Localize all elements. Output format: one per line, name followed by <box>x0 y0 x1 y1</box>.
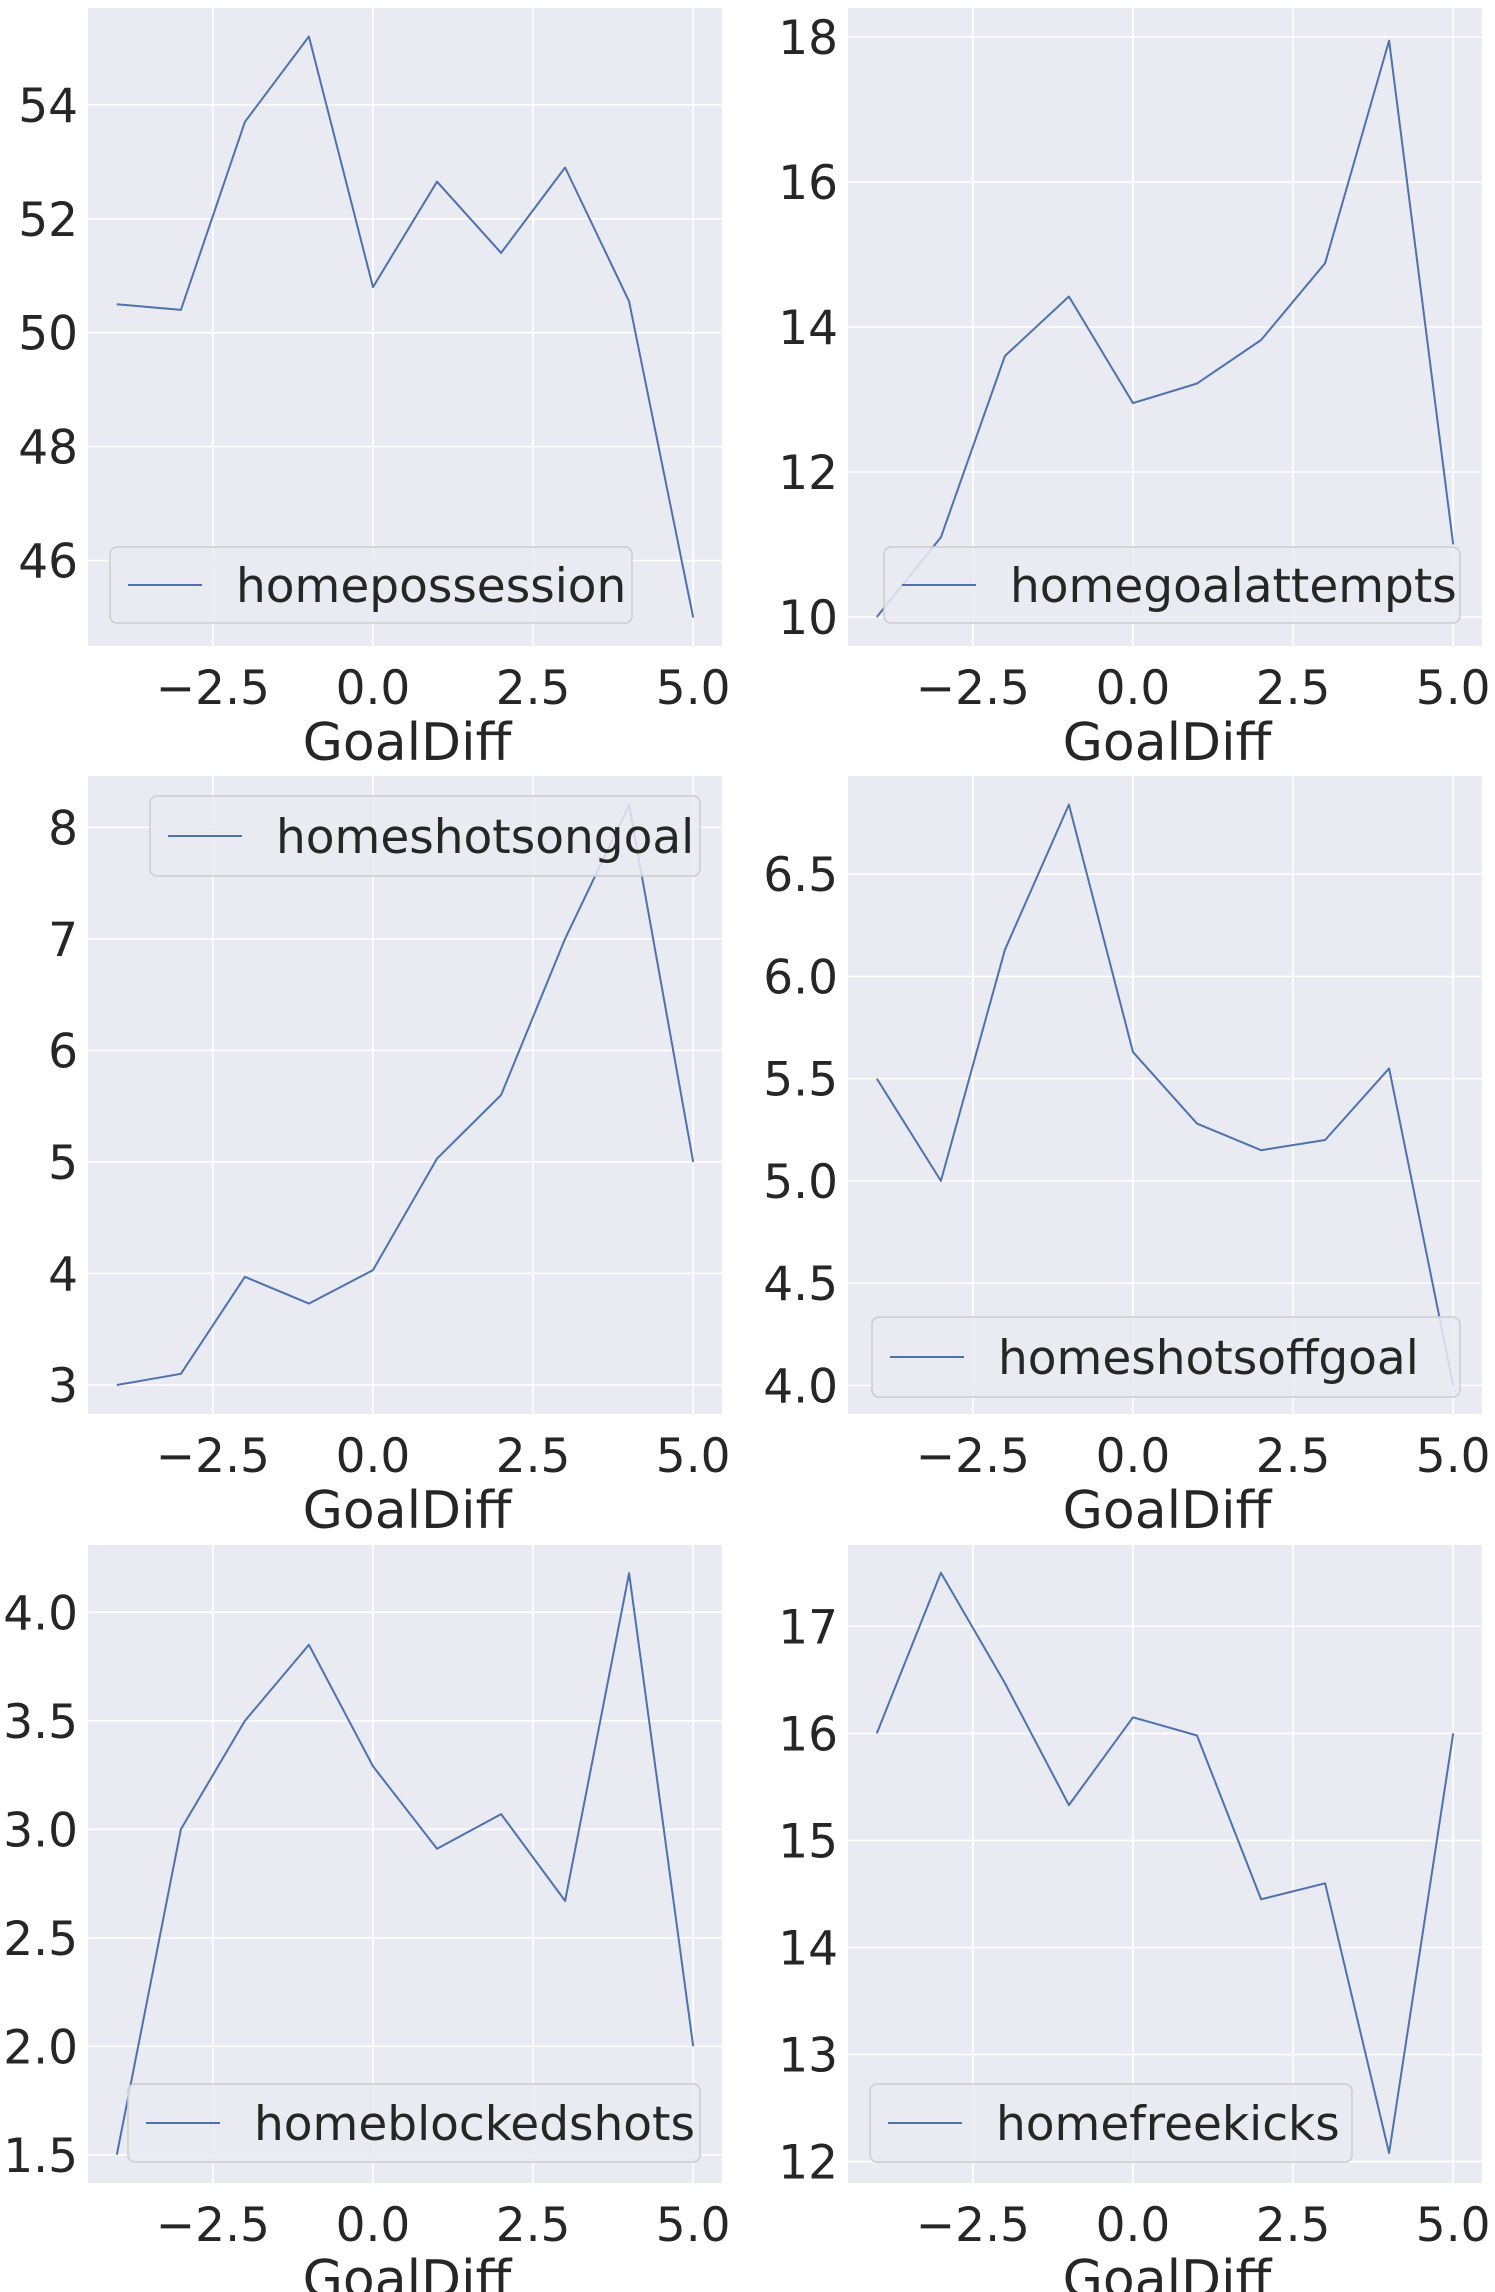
y-tick-label: 6.0 <box>763 950 838 1005</box>
y-tick-label: 3 <box>48 1359 78 1414</box>
series-line-homeblockedshots <box>115 1572 695 2155</box>
y-tick-label: 2.5 <box>3 1912 78 1967</box>
y-tick-label: 6 <box>48 1024 78 1079</box>
y-tick-label: 10 <box>778 591 838 646</box>
legend-label: homeshotsongoal <box>276 810 694 865</box>
plot-area <box>848 776 1482 1414</box>
x-tick-label: 5.0 <box>656 1429 731 1484</box>
y-tick-label: 14 <box>778 1921 838 1976</box>
legend: homeblockedshots <box>127 2083 701 2163</box>
x-tick-label: −2.5 <box>156 1429 270 1484</box>
chart-panel-4: −2.5 0.0 2.5 5.0 4.0 4.5 5.0 5.5 6.0 6.5 GoalDiff h… <box>763 776 1491 1541</box>
x-tick-label: 5.0 <box>1416 661 1491 716</box>
y-tick-label: 46 <box>18 535 78 590</box>
plot-area <box>88 8 722 646</box>
y-tick-label: 18 <box>778 11 838 66</box>
y-tick-label: 4.0 <box>763 1359 838 1414</box>
chart-panel-3: −2.5 0.0 2.5 5.0 3 4 5 6 7 8 GoalDiff homeshotsongo… <box>48 776 731 1541</box>
x-axis-label: GoalDiff <box>1063 2250 1273 2292</box>
chart-panel-1: −2.5 0.0 2.5 5.0 46 48 50 52 54 GoalDiff homeposse… <box>18 8 731 773</box>
y-tick-label: 12 <box>778 446 838 501</box>
x-tick-label: −2.5 <box>916 2198 1030 2253</box>
y-tick-label: 5.0 <box>763 1155 838 1210</box>
legend: homefreekicks <box>869 2083 1353 2163</box>
legend-frame <box>883 546 1461 624</box>
x-tick-label: 5.0 <box>656 661 731 716</box>
series-line-homeshotsoffgoal <box>875 803 1455 1386</box>
y-tick-label: 48 <box>18 421 78 476</box>
y-tick-label: 7 <box>48 913 78 968</box>
y-tick-label: 52 <box>18 193 78 248</box>
y-tick-label: 12 <box>778 2136 838 2191</box>
x-axis-label: GoalDiff <box>1063 713 1273 773</box>
x-axis-label: GoalDiff <box>303 1481 513 1541</box>
legend: homeshotsoffgoal <box>871 1316 1461 1398</box>
y-tick-label: 2.0 <box>3 2020 78 2075</box>
x-tick-label: −2.5 <box>916 1429 1030 1484</box>
legend-label: homepossession <box>236 559 626 614</box>
x-axis-label: GoalDiff <box>303 2250 513 2292</box>
chart-panel-5: −2.5 0.0 2.5 5.0 1.5 2.0 2.5 3.0 3.5 4.0 GoalDiff h… <box>3 1545 731 2292</box>
x-axis-label: GoalDiff <box>1063 1481 1273 1541</box>
plot-area <box>88 1545 722 2183</box>
legend-label: homegoalattempts <box>1010 559 1457 614</box>
legend: homeshotsongoal <box>149 795 701 877</box>
y-tick-label: 16 <box>778 156 838 211</box>
x-tick-label: 0.0 <box>336 661 411 716</box>
x-tick-label: 0.0 <box>1096 661 1171 716</box>
series-line-homegoalattempts <box>876 39 1455 618</box>
x-tick-label: 5.0 <box>656 2198 731 2253</box>
series-line-homefreekicks <box>875 1571 1455 2154</box>
x-tick-label: −2.5 <box>156 2198 270 2253</box>
y-tick-label: 50 <box>18 307 78 362</box>
legend: homepossession <box>109 546 633 624</box>
y-tick-label: 8 <box>48 801 78 856</box>
plot-area <box>88 776 722 1414</box>
plot-area <box>848 1545 1482 2183</box>
y-tick-label: 4 <box>48 1247 78 1302</box>
chart-panel-2: −2.5 0.0 2.5 5.0 10 12 14 16 18 GoalDiff homegoala… <box>778 8 1491 773</box>
x-tick-label: 0.0 <box>1096 1429 1171 1484</box>
y-tick-label: 14 <box>778 301 838 356</box>
legend-frame <box>869 2083 1353 2163</box>
y-tick-label: 15 <box>778 1814 838 1869</box>
y-tick-label: 3.0 <box>3 1803 78 1858</box>
x-tick-label: 0.0 <box>336 1429 411 1484</box>
x-tick-label: 2.5 <box>1256 2198 1331 2253</box>
chart-panel-6: −2.5 0.0 2.5 5.0 12 13 14 15 16 17 GoalDiff homefre… <box>778 1545 1491 2292</box>
y-tick-label: 1.5 <box>3 2129 78 2184</box>
x-tick-label: 2.5 <box>496 661 571 716</box>
legend-frame <box>127 2083 701 2163</box>
x-tick-label: 5.0 <box>1416 2198 1491 2253</box>
y-tick-label: 5 <box>48 1136 78 1191</box>
legend-frame <box>109 546 633 624</box>
y-tick-label: 4.0 <box>3 1586 78 1641</box>
y-tick-label: 4.5 <box>763 1257 838 1312</box>
x-axis-label: GoalDiff <box>303 713 513 773</box>
x-tick-label: −2.5 <box>916 661 1030 716</box>
x-tick-label: 2.5 <box>1256 1429 1331 1484</box>
series-line-homepossession <box>116 35 695 618</box>
y-tick-label: 5.5 <box>763 1053 838 1108</box>
legend-frame <box>149 795 701 877</box>
legend-label: homeshotsoffgoal <box>998 1331 1419 1386</box>
x-tick-label: 2.5 <box>1256 661 1331 716</box>
y-tick-label: 3.5 <box>3 1695 78 1750</box>
x-tick-label: 5.0 <box>1416 1429 1491 1484</box>
y-tick-label: 54 <box>18 79 78 134</box>
legend-label: homefreekicks <box>996 2097 1340 2152</box>
x-tick-label: 2.5 <box>496 1429 571 1484</box>
legend-label: homeblockedshots <box>254 2097 695 2152</box>
legend-frame <box>871 1316 1461 1398</box>
x-tick-label: −2.5 <box>156 661 270 716</box>
x-tick-label: 0.0 <box>1096 2198 1171 2253</box>
x-tick-label: 0.0 <box>336 2198 411 2253</box>
y-tick-label: 16 <box>778 1707 838 1762</box>
x-tick-label: 2.5 <box>496 2198 571 2253</box>
legend: homegoalattempts <box>883 546 1461 624</box>
y-tick-label: 6.5 <box>763 848 838 903</box>
y-tick-label: 13 <box>778 2029 838 2084</box>
y-tick-label: 17 <box>778 1600 838 1655</box>
